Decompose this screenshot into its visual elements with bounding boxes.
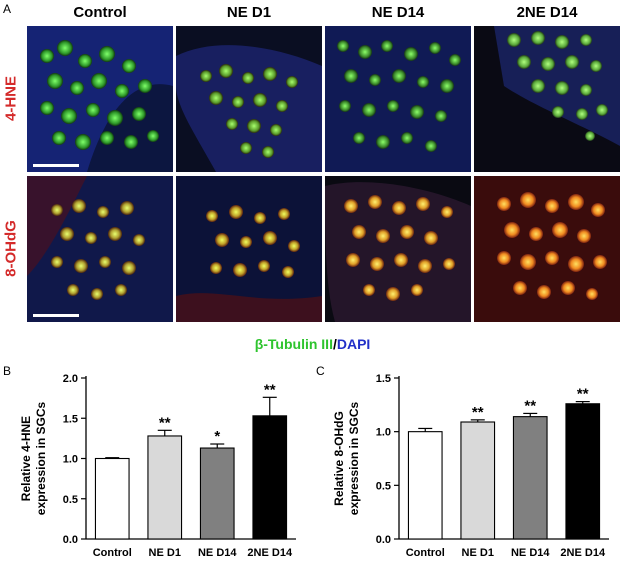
- significance-marker: **: [159, 414, 171, 431]
- significance-marker: **: [264, 381, 276, 398]
- legend-dapi: DAPI: [336, 336, 371, 352]
- bar: [460, 421, 496, 540]
- column-header-2ne-d14: 2NE D14: [516, 4, 578, 21]
- y-tick-label: 1.0: [376, 427, 391, 439]
- micrograph-8ohdg-2ne-d14: [474, 176, 620, 322]
- y-tick-label: 1.0: [63, 454, 78, 466]
- significance-marker: *: [214, 428, 220, 445]
- x-tick-label: NE D1: [149, 547, 181, 559]
- y-tick-label: 0.0: [63, 534, 78, 546]
- legend-separator: /: [332, 336, 337, 352]
- micrograph-8ohdg-ne-d1: [176, 176, 322, 322]
- column-header-ne-d14: NE D14: [371, 4, 425, 21]
- bar: [252, 415, 288, 540]
- panel-b-letter: B: [3, 364, 12, 378]
- significance-marker: **: [472, 404, 484, 421]
- micrograph-8ohdg-control: [27, 176, 173, 322]
- bar: [94, 457, 130, 540]
- significance-marker: **: [577, 386, 589, 403]
- micrograph-4hne-control: [27, 26, 173, 172]
- x-tick-label: NE D14: [511, 547, 550, 559]
- y-axis-label-line-1: Relative 8-OHdG: [332, 411, 346, 506]
- row-label-8-ohdg: 8-OHdG: [2, 220, 20, 277]
- x-tick-label: Control: [93, 547, 132, 559]
- x-tick-label: NE D14: [198, 547, 237, 559]
- bar: [147, 435, 183, 540]
- panel-a-letter: A: [3, 2, 12, 16]
- column-header-ne-d1: NE D1: [226, 4, 272, 21]
- y-tick-label: 2.0: [63, 373, 78, 385]
- y-tick-label: 0.5: [63, 494, 78, 506]
- y-axis-label: Relative 4-HNE expression in SGCs: [19, 401, 48, 515]
- micrograph-8ohdg-ne-d14: [325, 176, 471, 322]
- x-tick-label: Control: [406, 547, 445, 559]
- y-tick-label: 1.5: [63, 413, 78, 425]
- y-axis-label-line-2: expression in SGCs: [347, 401, 361, 515]
- y-axis-label-line-1: Relative 4-HNE: [19, 416, 33, 501]
- bar: [565, 403, 601, 540]
- y-tick-label: 0.0: [376, 534, 391, 546]
- y-axis-label-line-2: expression in SGCs: [34, 401, 48, 515]
- micrograph-4hne-ne-d14: [325, 26, 471, 172]
- chart-panel-b: 0.0 0.5 1.0 1.5 2.0 Relative 4-HNE expression …: [19, 373, 296, 559]
- y-axis-label: Relative 8-OHdG expression in SGCs: [332, 401, 361, 515]
- scale-bar: [33, 314, 79, 317]
- bar: [199, 447, 235, 540]
- row-label-4-hne: 4-HNE: [2, 76, 20, 122]
- micrograph-4hne-2ne-d14: [474, 26, 620, 172]
- y-tick-label: 0.5: [376, 480, 391, 492]
- x-tick-label: 2NE D14: [560, 547, 606, 559]
- x-tick-label: 2NE D14: [247, 547, 293, 559]
- bar: [512, 416, 548, 540]
- chart-panel-c: 0.0 0.5 1.0 1.5 Relative 8-OHdG expression in…: [332, 373, 609, 559]
- x-tick-label: NE D1: [462, 547, 494, 559]
- micrograph-4hne-ne-d1: [176, 26, 322, 172]
- panel-c-letter: C: [316, 364, 325, 378]
- legend-beta-tubulin: β-Tubulin III: [254, 336, 333, 352]
- bar: [407, 431, 443, 540]
- column-header-control: Control: [73, 4, 127, 21]
- significance-marker: **: [524, 397, 536, 414]
- scale-bar: [33, 164, 79, 167]
- y-tick-label: 1.5: [376, 373, 391, 385]
- stain-legend: β-Tubulin III/DAPI: [0, 336, 625, 352]
